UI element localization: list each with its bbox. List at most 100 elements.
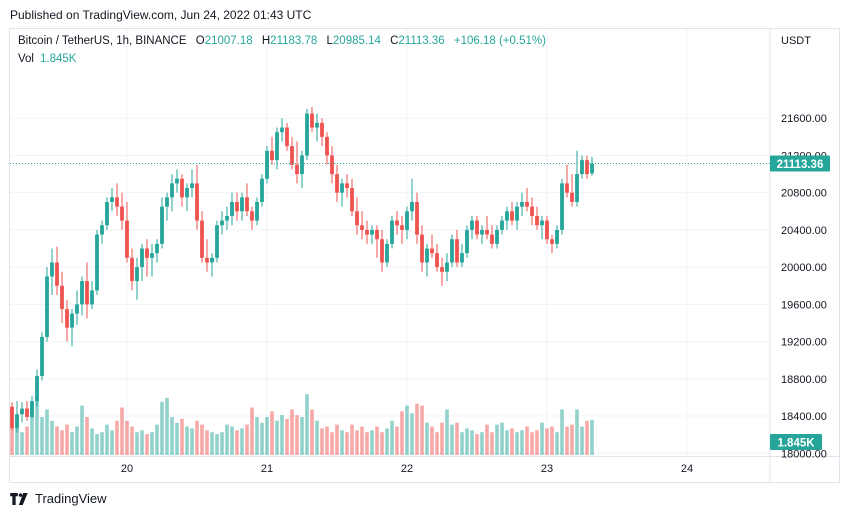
candle (460, 243, 464, 268)
volume-bar (500, 422, 504, 455)
candle (130, 248, 134, 291)
change-value: +106.18 (+0.51%) (453, 35, 546, 47)
last-volume-badge (770, 434, 822, 450)
candle-body (210, 257, 214, 263)
volume-bar (415, 403, 419, 455)
candle (135, 257, 139, 300)
volume-label: Vol (18, 53, 34, 65)
time-tick-label: 22 (401, 463, 413, 475)
volume-bar (350, 424, 354, 455)
candle-body (270, 150, 274, 161)
candle (140, 243, 144, 282)
candle-body (410, 201, 414, 212)
volume-bar (265, 417, 269, 455)
candle-body (395, 220, 399, 226)
candle-body (35, 376, 39, 402)
candle-body (580, 160, 584, 175)
currency-label: USDT (781, 35, 811, 47)
volume-bar (460, 432, 464, 455)
volume-bar (495, 424, 499, 455)
candle-body (475, 220, 479, 235)
candle-body (305, 113, 309, 156)
candle (85, 262, 89, 319)
volume-bar (475, 434, 479, 455)
candle (235, 192, 239, 221)
candle (160, 197, 164, 249)
volume-bar (45, 409, 49, 455)
candle (355, 197, 359, 235)
candle-body (90, 290, 94, 305)
candle (115, 183, 119, 216)
volume-bar (235, 430, 239, 455)
candle-body (550, 239, 554, 244)
candle-body (20, 408, 24, 415)
candle-body (205, 257, 209, 263)
volume-bar (100, 432, 104, 455)
candle-body (285, 127, 289, 147)
candle-body (115, 197, 119, 207)
last-price-markers: 21113.36 1.845K (10, 155, 830, 450)
candle (80, 276, 84, 316)
candle-body (155, 243, 159, 254)
volume-bar (65, 424, 69, 455)
volume-bar (540, 422, 544, 455)
candle-body (330, 155, 334, 175)
candle (90, 281, 94, 310)
volume-bar (75, 426, 79, 455)
volume-bar (390, 420, 394, 455)
volume-bar (455, 422, 459, 455)
candle-body (540, 220, 544, 226)
price-tick-label: 20400.00 (781, 225, 827, 237)
candle-body (470, 220, 474, 230)
candle-body (320, 122, 324, 137)
volume-bar (385, 428, 389, 455)
candle (335, 164, 339, 202)
volume-bar (555, 432, 559, 455)
candle (470, 215, 474, 240)
candle-body (100, 225, 104, 235)
volume-bar (340, 430, 344, 455)
last-price-badge (770, 155, 830, 172)
chart-frame (9, 28, 840, 483)
volume-bar (565, 426, 569, 455)
candle (500, 215, 504, 235)
candle (455, 229, 459, 268)
volume-bar (275, 420, 279, 455)
volume-bar (465, 428, 469, 455)
candle-body (80, 281, 84, 305)
volume-bar (470, 430, 474, 455)
candle (400, 215, 404, 244)
candle-body (275, 132, 279, 161)
candle-body (55, 262, 59, 286)
volume-bar (25, 426, 29, 455)
volume-bar (405, 405, 409, 455)
volume-bar (160, 401, 164, 455)
candlesticks (10, 107, 594, 433)
volume-bar (315, 420, 319, 455)
candle (290, 136, 294, 170)
candle-body (340, 183, 344, 193)
candle-body (150, 253, 154, 258)
candle (105, 197, 109, 230)
candle (260, 174, 264, 207)
candle-body (460, 253, 464, 263)
candle (210, 253, 214, 277)
candle (15, 401, 19, 433)
candle-body (185, 188, 189, 198)
candle (450, 234, 454, 268)
candle (110, 188, 114, 212)
candle (305, 108, 309, 161)
volume-bar (180, 418, 184, 455)
grid-lines (10, 29, 840, 482)
volume-bar (165, 398, 169, 455)
candle (60, 271, 64, 323)
candle-body (355, 211, 359, 226)
candle (445, 253, 449, 282)
price-tick-label: 20000.00 (781, 262, 827, 274)
volume-legend: Vol 1.845K (18, 53, 76, 65)
volume-bar (60, 430, 64, 455)
candle-body (200, 220, 204, 258)
volume-bar (430, 426, 434, 455)
candle (30, 395, 34, 418)
